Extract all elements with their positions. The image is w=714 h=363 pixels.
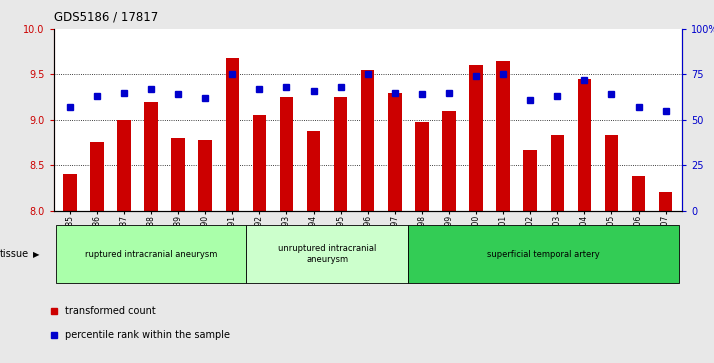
Bar xyxy=(361,70,374,211)
Text: percentile rank within the sample: percentile rank within the sample xyxy=(65,330,230,340)
Text: superficial temporal artery: superficial temporal artery xyxy=(488,250,600,258)
Bar xyxy=(632,176,645,211)
Bar xyxy=(408,225,679,283)
Bar xyxy=(117,120,131,211)
Bar xyxy=(578,79,591,211)
Bar xyxy=(496,61,510,211)
Bar xyxy=(334,97,348,211)
Bar xyxy=(415,122,428,211)
Text: ruptured intracranial aneurysm: ruptured intracranial aneurysm xyxy=(85,250,217,258)
Bar xyxy=(469,65,483,211)
Bar xyxy=(442,111,456,211)
Bar xyxy=(56,225,246,283)
Bar xyxy=(550,135,564,211)
Bar xyxy=(226,58,239,211)
Bar xyxy=(144,102,158,211)
Text: transformed count: transformed count xyxy=(65,306,156,317)
Text: tissue: tissue xyxy=(0,249,29,259)
Bar xyxy=(246,225,408,283)
Text: GDS5186 / 17817: GDS5186 / 17817 xyxy=(54,11,158,24)
Bar xyxy=(198,140,212,211)
Bar xyxy=(388,93,401,211)
Bar xyxy=(90,142,104,211)
Bar xyxy=(63,174,76,211)
Bar xyxy=(253,115,266,211)
Bar xyxy=(659,192,673,211)
Bar xyxy=(171,138,185,211)
Bar xyxy=(280,97,293,211)
Bar xyxy=(307,131,321,211)
Bar xyxy=(605,135,618,211)
Text: ▶: ▶ xyxy=(33,250,39,258)
Text: unruptured intracranial
aneurysm: unruptured intracranial aneurysm xyxy=(278,244,376,264)
Bar xyxy=(523,150,537,211)
